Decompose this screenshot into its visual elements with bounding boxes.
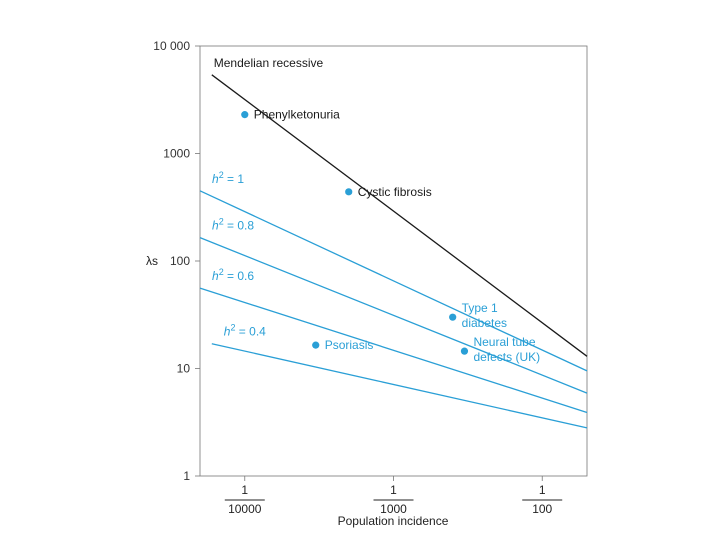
- y-tick-label: 10 000: [153, 39, 190, 53]
- y-tick-label: 1: [183, 469, 190, 483]
- point-neural-tube-defects-uk: [460, 347, 469, 355]
- point-label-phenylketonuria: Phenylketonuria: [254, 108, 340, 122]
- y-tick-label: 10: [177, 362, 191, 376]
- y-axis-title: λs: [146, 254, 158, 268]
- series-labels: Mendelian recessive h2 = 1 h2 = 0.8 h2 = 0.…: [212, 56, 323, 339]
- x-axis-title: Population incidence: [338, 514, 449, 528]
- x-tick-numerator: 1: [390, 483, 397, 497]
- y-axis: 10 000 1000 100 10 1: [153, 39, 200, 483]
- point-psoriasis: [312, 341, 320, 349]
- point-type-1-diabetes: [449, 313, 457, 321]
- series-line-h2-1: [199, 190, 588, 372]
- series-label-h2-0-6: h2 = 0.6: [212, 267, 254, 283]
- series-label-mendelian-recessive: Mendelian recessive: [214, 56, 324, 70]
- series-lines: [199, 74, 588, 429]
- x-tick-numerator: 1: [241, 483, 248, 497]
- series-line-h2-0-4: [211, 343, 588, 429]
- y-tick-label: 100: [170, 254, 190, 268]
- y-tick-label: 1000: [163, 147, 190, 161]
- series-line-h2-0-8: [199, 236, 588, 394]
- x-tick-numerator: 1: [539, 483, 546, 497]
- point-label-type-1-diabetes: Type 1 diabetes: [462, 301, 507, 330]
- point-label-cystic-fibrosis: Cystic fibrosis: [358, 185, 432, 199]
- series-label-h2-0-4: h2 = 0.4: [224, 323, 266, 339]
- x-axis: 1 10000 1 1000 1 100: [224, 476, 563, 516]
- point-phenylketonuria: [241, 111, 249, 119]
- series-label-h2-0-8: h2 = 0.8: [212, 217, 254, 233]
- data-points: Phenylketonuria Cystic fibrosis Type 1 diab…: [241, 108, 540, 364]
- series-line-mendelian-recessive: [211, 74, 588, 357]
- x-tick-denominator: 100: [532, 502, 552, 516]
- point-cystic-fibrosis: [345, 188, 353, 196]
- x-tick-denominator: 10000: [228, 502, 262, 516]
- x-tick-denominator: 1000: [380, 502, 407, 516]
- series-label-h2-1: h2 = 1: [212, 170, 244, 186]
- point-label-psoriasis: Psoriasis: [325, 338, 374, 352]
- point-label-neural-tube-defects-uk: Neural tube defects (UK): [473, 335, 540, 364]
- series-line-h2-0-6: [199, 287, 588, 414]
